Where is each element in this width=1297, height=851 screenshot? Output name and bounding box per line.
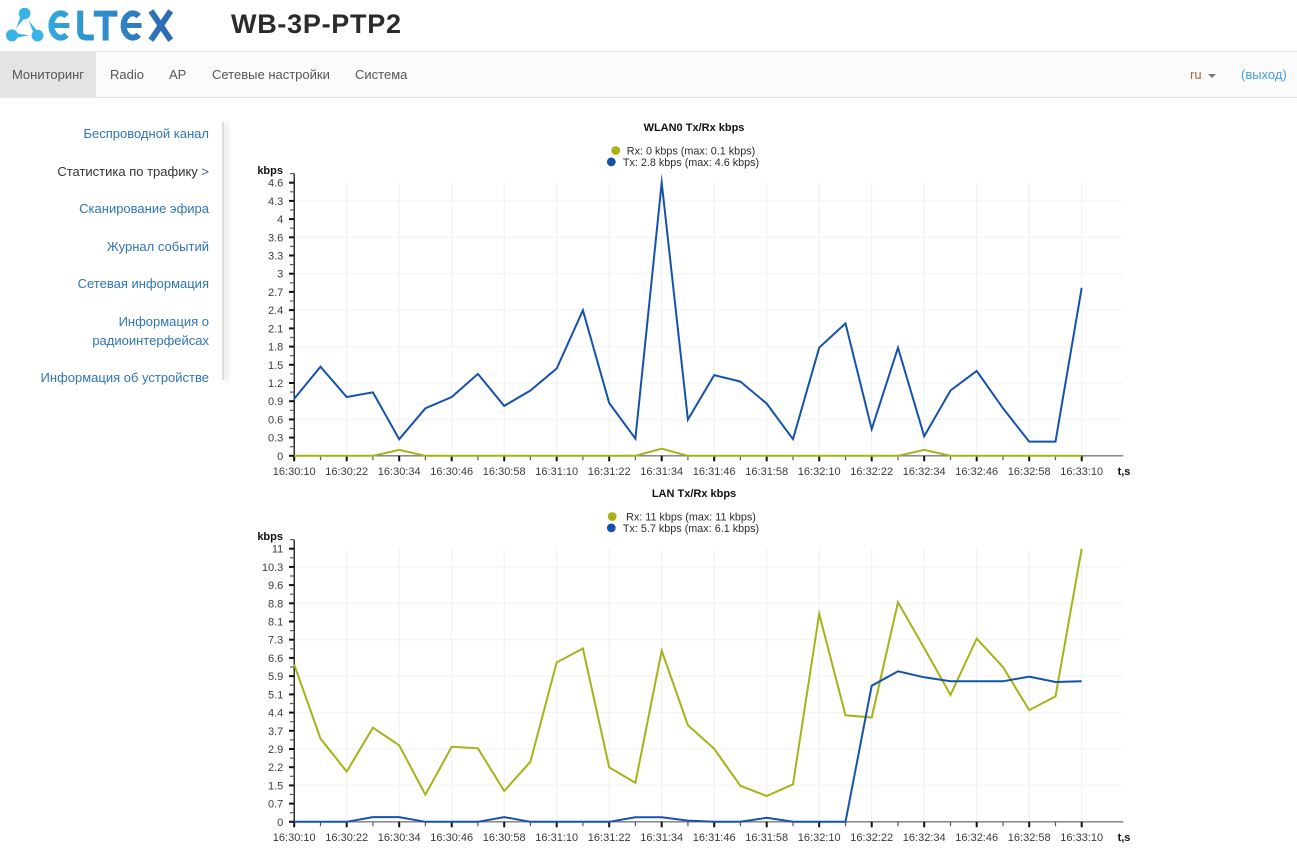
svg-text:Rx: 11 kbps (max: 11 kbps): Rx: 11 kbps (max: 11 kbps) — [626, 512, 756, 524]
svg-text:16:30:34: 16:30:34 — [378, 466, 421, 478]
svg-text:7.3: 7.3 — [268, 635, 283, 647]
svg-text:16:31:46: 16:31:46 — [693, 832, 736, 844]
svg-text:16:31:10: 16:31:10 — [535, 466, 578, 478]
svg-text:1.5: 1.5 — [268, 360, 283, 372]
svg-text:16:30:22: 16:30:22 — [325, 832, 368, 844]
svg-text:16:31:22: 16:31:22 — [588, 832, 631, 844]
svg-text:16:30:46: 16:30:46 — [430, 466, 473, 478]
svg-text:0.7: 0.7 — [268, 799, 283, 811]
svg-text:9.6: 9.6 — [268, 580, 283, 592]
svg-text:2.4: 2.4 — [268, 305, 283, 317]
svg-text:16:31:22: 16:31:22 — [588, 466, 631, 478]
svg-text:2.2: 2.2 — [268, 762, 283, 774]
svg-text:0.6: 0.6 — [268, 414, 283, 426]
svg-text:16:32:22: 16:32:22 — [850, 832, 893, 844]
svg-text:4.3: 4.3 — [268, 196, 283, 208]
svg-text:11: 11 — [272, 544, 283, 556]
svg-text:16:32:58: 16:32:58 — [1008, 466, 1051, 478]
svg-text:10.3: 10.3 — [262, 562, 283, 574]
svg-text:16:31:58: 16:31:58 — [745, 832, 788, 844]
svg-text:LAN Tx/Rx kbps: LAN Tx/Rx kbps — [652, 488, 736, 500]
svg-text:kbps: kbps — [257, 531, 283, 543]
svg-text:Rx: 0 kbps (max: 0.1 kbps): Rx: 0 kbps (max: 0.1 kbps) — [627, 146, 755, 158]
svg-text:16:30:22: 16:30:22 — [325, 466, 368, 478]
svg-text:5.9: 5.9 — [268, 671, 283, 683]
svg-text:4.6: 4.6 — [268, 178, 283, 190]
svg-text:2.7: 2.7 — [268, 287, 283, 299]
svg-text:16:30:58: 16:30:58 — [483, 832, 526, 844]
svg-text:WLAN0 Tx/Rx kbps: WLAN0 Tx/Rx kbps — [644, 122, 745, 134]
svg-text:16:30:58: 16:30:58 — [483, 466, 526, 478]
svg-text:16:33:10: 16:33:10 — [1060, 466, 1103, 478]
svg-text:16:30:46: 16:30:46 — [430, 832, 473, 844]
svg-text:3.7: 3.7 — [268, 726, 283, 738]
svg-text:2.9: 2.9 — [268, 744, 283, 756]
svg-text:16:32:10: 16:32:10 — [798, 832, 841, 844]
svg-text:6.6: 6.6 — [268, 653, 283, 665]
svg-text:16:32:58: 16:32:58 — [1008, 832, 1051, 844]
svg-text:16:30:10: 16:30:10 — [273, 832, 316, 844]
svg-text:16:30:34: 16:30:34 — [378, 832, 421, 844]
svg-text:0.9: 0.9 — [268, 396, 283, 408]
svg-text:16:32:34: 16:32:34 — [903, 466, 946, 478]
svg-text:Tx: 5.7 kbps (max: 6.1 kbps): Tx: 5.7 kbps (max: 6.1 kbps) — [623, 523, 759, 535]
svg-text:0: 0 — [277, 451, 283, 463]
svg-text:3.6: 3.6 — [268, 232, 283, 244]
svg-text:16:31:34: 16:31:34 — [640, 832, 683, 844]
svg-text:Tx: 2.8 kbps (max: 4.6 kbps): Tx: 2.8 kbps (max: 4.6 kbps) — [623, 157, 759, 169]
svg-text:16:30:10: 16:30:10 — [273, 466, 316, 478]
svg-text:3.3: 3.3 — [268, 251, 283, 263]
svg-text:0.3: 0.3 — [268, 433, 283, 445]
svg-text:16:32:10: 16:32:10 — [798, 466, 841, 478]
svg-text:0: 0 — [277, 817, 283, 829]
svg-text:16:32:34: 16:32:34 — [903, 832, 946, 844]
svg-text:16:32:46: 16:32:46 — [955, 466, 998, 478]
svg-text:16:31:46: 16:31:46 — [693, 466, 736, 478]
svg-text:16:33:10: 16:33:10 — [1060, 832, 1103, 844]
svg-text:16:32:46: 16:32:46 — [955, 832, 998, 844]
svg-text:8.1: 8.1 — [268, 617, 283, 629]
svg-text:5.1: 5.1 — [268, 689, 283, 701]
svg-text:kbps: kbps — [257, 165, 283, 177]
svg-text:16:31:34: 16:31:34 — [640, 466, 683, 478]
svg-text:1.5: 1.5 — [268, 780, 283, 792]
svg-text:16:32:22: 16:32:22 — [850, 466, 893, 478]
svg-text:t,s: t,s — [1118, 832, 1131, 844]
svg-text:4.4: 4.4 — [268, 708, 283, 720]
svg-text:16:31:10: 16:31:10 — [535, 832, 578, 844]
svg-text:16:31:58: 16:31:58 — [745, 466, 788, 478]
svg-text:3: 3 — [277, 269, 283, 281]
svg-text:t,s: t,s — [1118, 466, 1131, 478]
svg-text:1.2: 1.2 — [268, 378, 283, 390]
svg-text:4: 4 — [277, 214, 283, 226]
svg-text:8.8: 8.8 — [268, 598, 283, 610]
svg-text:2.1: 2.1 — [268, 323, 283, 335]
svg-text:1.8: 1.8 — [268, 342, 283, 354]
